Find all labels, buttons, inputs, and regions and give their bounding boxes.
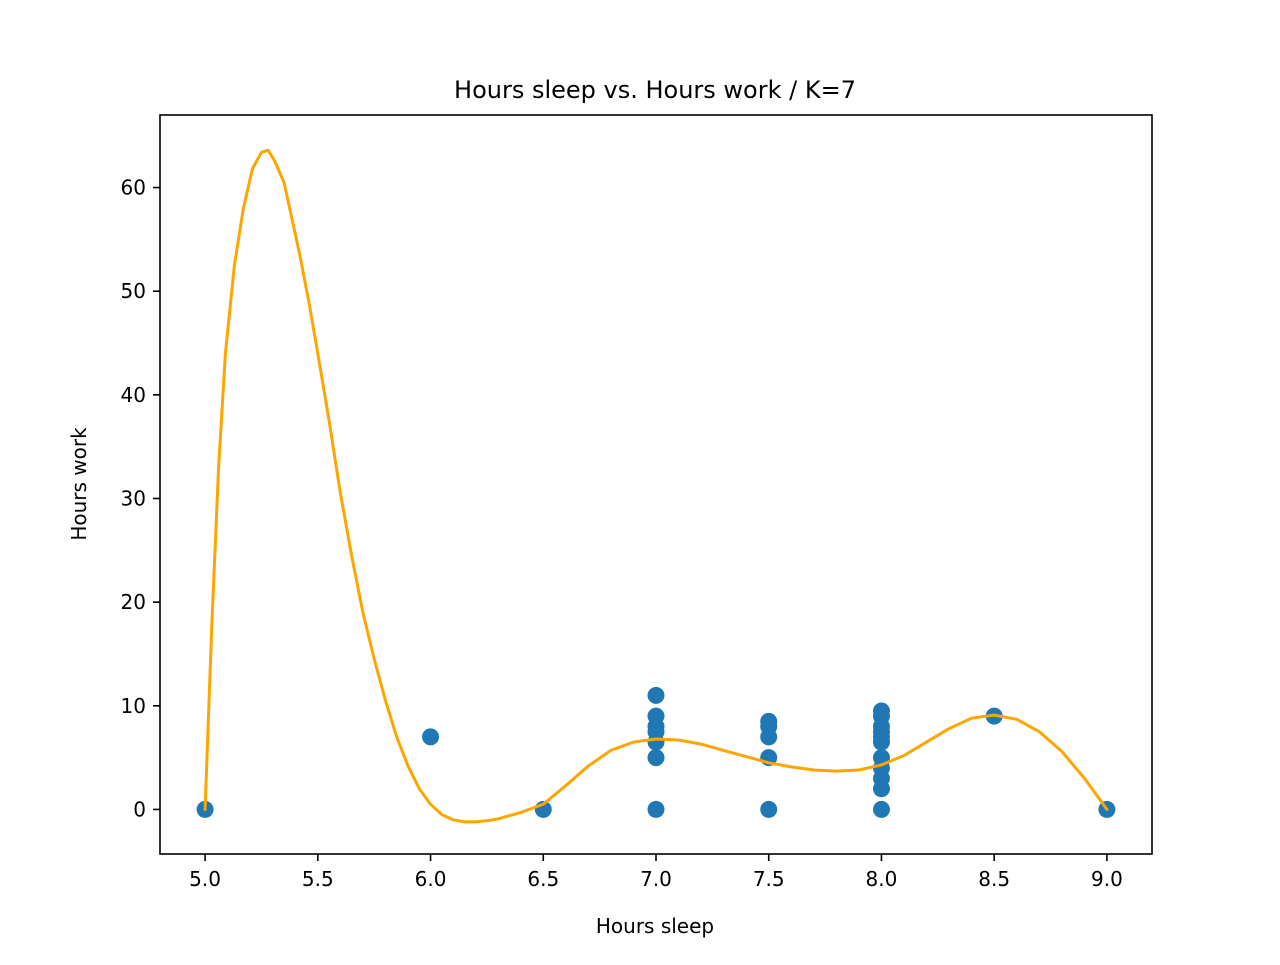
data-point — [872, 800, 890, 818]
data-point — [760, 712, 778, 730]
fit-curve — [203, 148, 1109, 824]
x-axis-label: Hours sleep — [596, 914, 714, 938]
data-point — [647, 707, 665, 725]
data-point — [647, 800, 665, 818]
x-tick-label: 7.5 — [753, 867, 785, 891]
y-tick-label: 30 — [121, 486, 146, 510]
x-tick-label: 6.0 — [415, 867, 447, 891]
data-point — [647, 749, 665, 767]
x-tick-label: 7.0 — [640, 867, 672, 891]
y-tick-label: 0 — [133, 797, 146, 821]
data-point — [422, 728, 440, 746]
data-point — [872, 702, 890, 720]
y-axis-label: Hours work — [67, 427, 91, 541]
y-tick-label: 50 — [121, 279, 146, 303]
x-tick-label: 6.5 — [527, 867, 559, 891]
x-tick-label: 8.5 — [978, 867, 1010, 891]
chart-title: Hours sleep vs. Hours work / K=7 — [454, 76, 856, 104]
y-tick-label: 20 — [121, 590, 146, 614]
x-tick-label: 8.0 — [866, 867, 898, 891]
x-tick-label: 5.0 — [189, 867, 221, 891]
data-point — [647, 686, 665, 704]
y-tick-label: 40 — [121, 383, 146, 407]
plot-area — [196, 148, 1116, 824]
x-tick-label: 9.0 — [1091, 867, 1123, 891]
data-point — [760, 800, 778, 818]
y-tick-label: 60 — [121, 176, 146, 200]
x-tick-label: 5.5 — [302, 867, 334, 891]
x-axis: 5.0 5.5 6.0 6.5 7.0 7.5 8.0 8.5 9.0 — [189, 854, 1123, 891]
y-axis: 0 10 20 30 40 50 60 — [121, 176, 160, 821]
y-tick-label: 10 — [121, 694, 146, 718]
